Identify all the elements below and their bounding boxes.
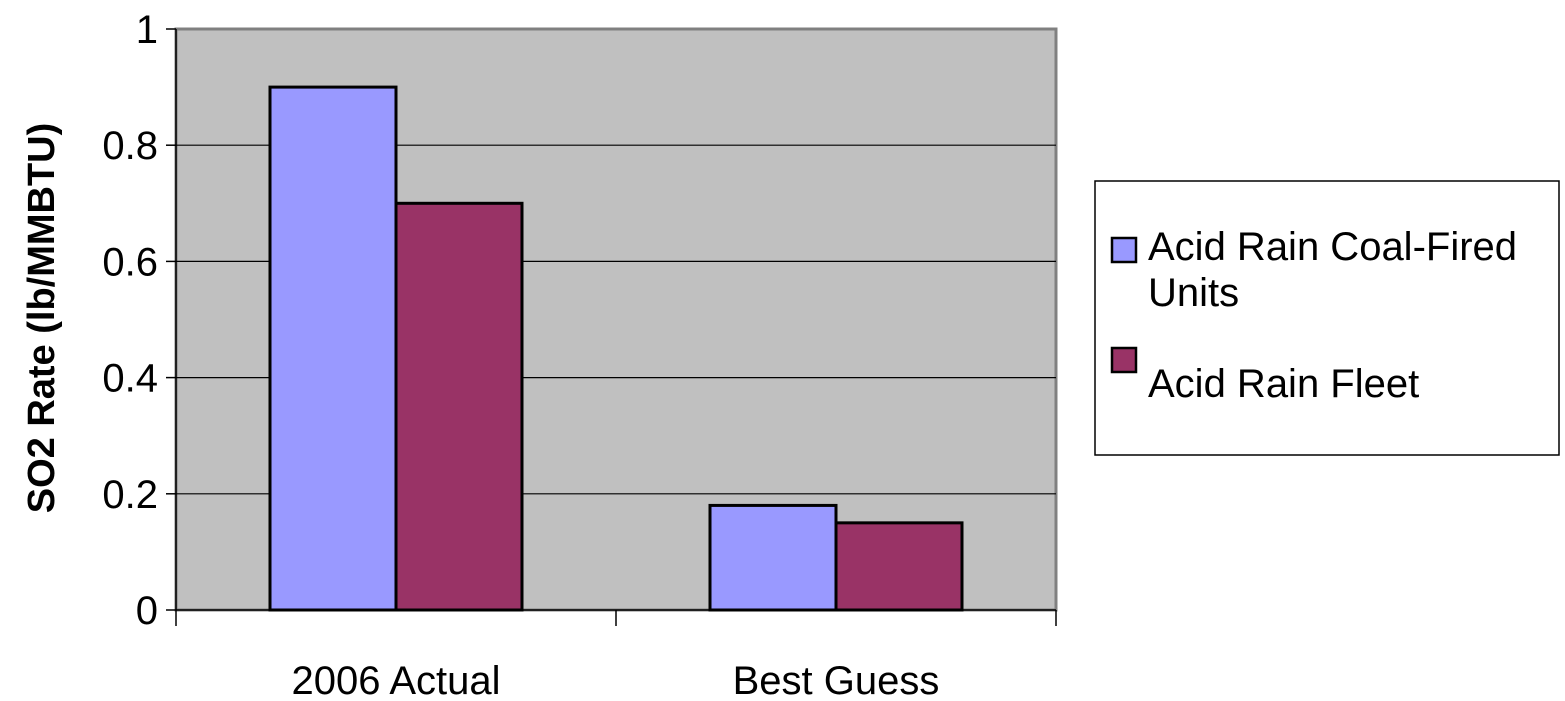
y-tick-label: 0.8 — [102, 124, 158, 168]
bar — [708, 503, 838, 612]
axes — [166, 28, 1057, 626]
x-tick-labels: 2006 Actual Best Guess — [291, 659, 939, 701]
legend-box — [1094, 180, 1560, 456]
y-tick-label: 1 — [136, 8, 158, 52]
legend: Acid Rain Coal-Fired Units Acid Rain Fleet — [1094, 180, 1560, 456]
y-tick-labels: 0 0.2 0.4 0.6 0.8 1 — [102, 8, 158, 633]
bar — [834, 521, 964, 612]
y-tick-label: 0.4 — [102, 357, 158, 401]
y-tick-label: 0 — [136, 589, 158, 633]
x-tick-label: 2006 Actual — [291, 659, 500, 701]
x-tick-label: Best Guess — [733, 659, 940, 701]
legend-label: Acid Rain Coal-Fired Units — [1148, 225, 1517, 315]
legend-swatch — [1110, 346, 1138, 374]
y-axis-title: SO2 Rate (lb/MMBTU) — [21, 123, 63, 514]
bar — [268, 85, 398, 612]
legend-swatch — [1110, 236, 1138, 264]
y-tick-label: 0.6 — [102, 240, 158, 284]
bar — [394, 201, 524, 612]
y-tick-label: 0.2 — [102, 473, 158, 517]
legend-label: Acid Rain Fleet — [1148, 362, 1419, 406]
